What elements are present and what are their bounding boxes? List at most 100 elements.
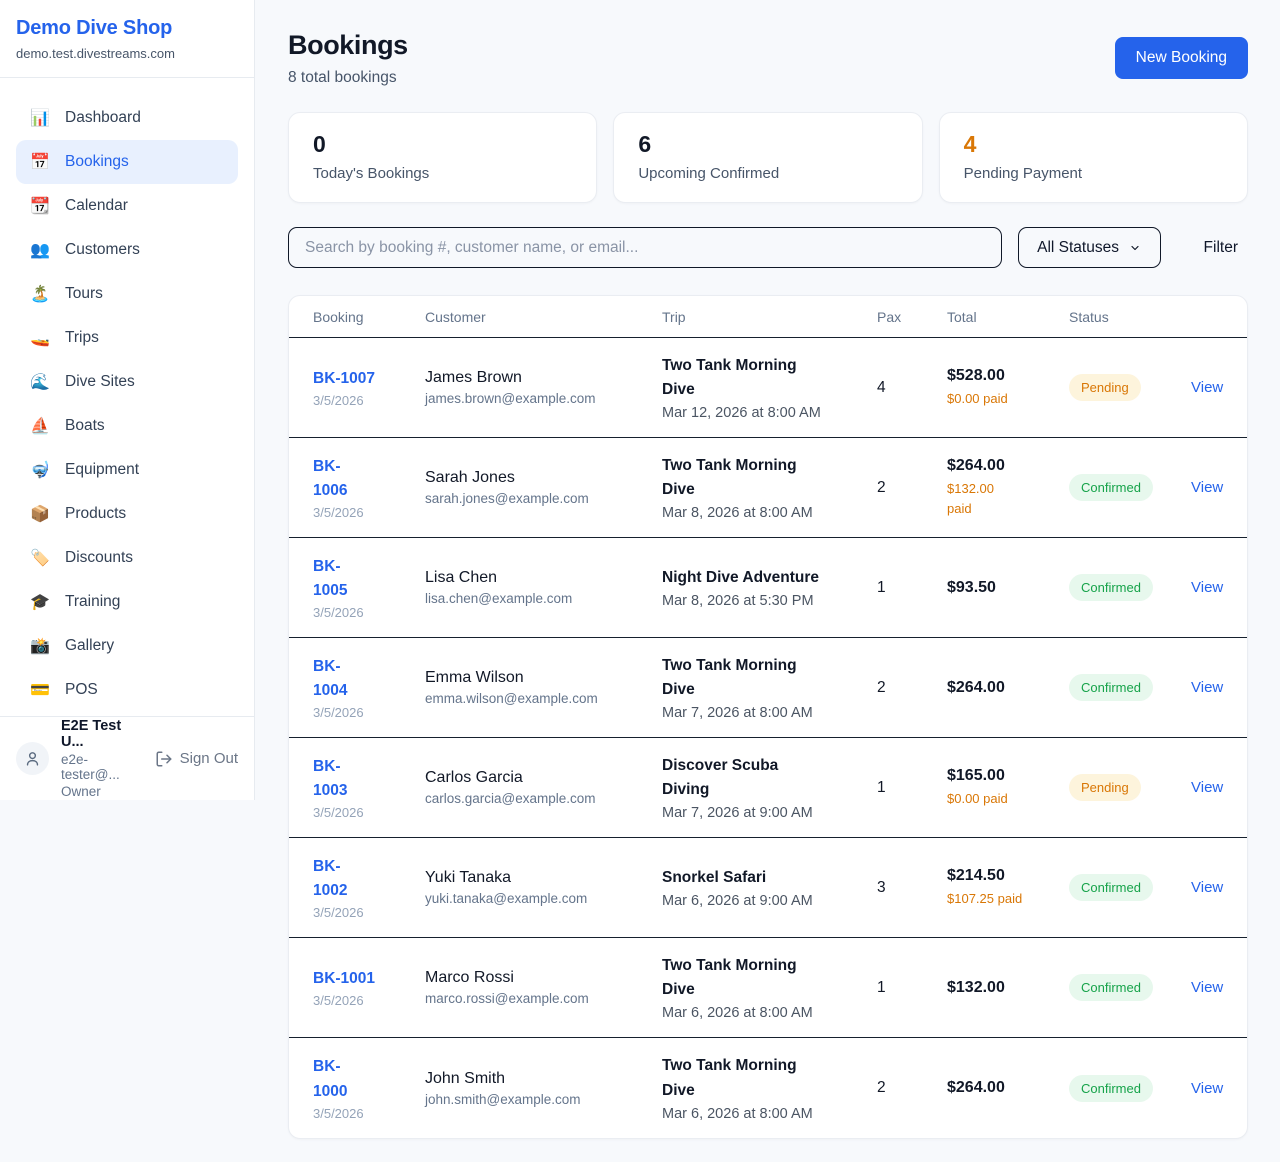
sidebar-item-boats[interactable]: ⛵ Boats	[16, 404, 238, 448]
stat-card-pending-payment: 4 Pending Payment	[938, 112, 1248, 203]
sign-out-button[interactable]: Sign Out	[155, 750, 238, 768]
trip-cell: Two Tank Morning Dive Mar 12, 2026 at 8:0…	[662, 354, 877, 421]
sidebar-item-customers[interactable]: 👥 Customers	[16, 228, 238, 272]
view-link[interactable]: View	[1191, 1079, 1224, 1097]
view-link[interactable]: View	[1191, 479, 1224, 496]
sign-out-icon	[155, 750, 173, 768]
status-badge: Confirmed	[1069, 574, 1153, 601]
paid-amount: $0.00 paid	[947, 390, 1008, 406]
sidebar-item-dashboard[interactable]: 📊 Dashboard	[16, 96, 238, 140]
booking-id-link[interactable]: BK- 1005	[313, 557, 348, 599]
sidebar-item-label: Dive Sites	[65, 373, 135, 390]
total-amount: $214.50	[947, 866, 1005, 884]
column-header-status: Status	[1069, 308, 1109, 325]
view-cell: View	[1191, 679, 1223, 696]
status-badge: Pending	[1069, 774, 1141, 801]
table-row: BK- 1005 3/5/2026 Lisa Chen lisa.chen@examp…	[289, 538, 1247, 638]
view-link[interactable]: View	[1191, 779, 1224, 796]
trip-datetime: Mar 12, 2026 at 8:00 AM	[662, 405, 821, 422]
sidebar-item-label: Discounts	[65, 549, 134, 566]
customer-name: Marco Rossi	[425, 969, 514, 986]
booking-id-link[interactable]: BK- 1003	[313, 757, 348, 799]
pos-icon: 💳	[30, 682, 50, 699]
sidebar-item-bookings[interactable]: 📅 Bookings	[16, 140, 238, 184]
training-icon: 🎓	[30, 594, 50, 611]
booking-date: 3/5/2026	[313, 605, 364, 621]
sidebar-item-calendar[interactable]: 📆 Calendar	[16, 184, 238, 228]
table-header-row: Booking Customer Trip Pax Total Status	[289, 296, 1247, 338]
customer-cell: Marco Rossi marco.rossi@example.com	[425, 969, 662, 1006]
status-select[interactable]: All Statuses	[1017, 227, 1161, 268]
customer-cell: Yuki Tanaka yuki.tanaka@example.com	[425, 869, 662, 906]
pax-cell: 2	[877, 678, 886, 696]
sidebar-item-discounts[interactable]: 🏷️ Discounts	[16, 536, 238, 580]
page-title: Bookings	[288, 30, 408, 60]
booking-id-link[interactable]: BK- 1006	[313, 457, 348, 499]
trip-datetime: Mar 6, 2026 at 8:00 AM	[662, 1005, 813, 1022]
status-badge: Confirmed	[1069, 474, 1153, 501]
booking-date: 3/5/2026	[313, 905, 364, 921]
sidebar-item-training[interactable]: 🎓 Training	[16, 580, 238, 624]
customer-name: John Smith	[425, 1069, 506, 1087]
view-link[interactable]: View	[1191, 879, 1224, 896]
brand-domain: demo.test.divestreams.com	[16, 46, 175, 61]
user-meta: E2E Test U... e2e-tester@... Owner	[61, 718, 143, 799]
total-cell: $264.00 $132.00 paid	[947, 457, 1069, 518]
stat-value: 6	[638, 131, 652, 157]
status-cell: Confirmed	[1069, 874, 1191, 901]
customer-email: lisa.chen@example.com	[425, 591, 573, 606]
pax-cell: 2	[877, 478, 886, 496]
sidebar-item-equipment[interactable]: 🤿 Equipment	[16, 448, 238, 492]
sidebar-item-products[interactable]: 📦 Products	[16, 492, 238, 536]
booking-date: 3/5/2026	[313, 993, 364, 1008]
view-cell: View	[1191, 479, 1223, 496]
trip-cell: Snorkel Safari Mar 6, 2026 at 9:00 AM	[662, 866, 877, 909]
sidebar-item-pos[interactable]: 💳 POS	[16, 668, 238, 712]
customer-name: James Brown	[425, 369, 522, 386]
brand-header: Demo Dive Shop demo.test.divestreams.com	[0, 0, 254, 78]
sidebar-item-dive-sites[interactable]: 🌊 Dive Sites	[16, 360, 238, 404]
stat-label: Today's Bookings	[313, 165, 430, 182]
bookings-table: Booking Customer Trip Pax Total Status BK-100…	[288, 295, 1248, 1139]
new-booking-button[interactable]: New Booking	[1114, 37, 1248, 79]
status-cell: Pending	[1069, 374, 1191, 401]
booking-cell: BK-1001 3/5/2026	[313, 967, 425, 1008]
total-cell: $528.00 $0.00 paid	[947, 367, 1069, 409]
customer-cell: Emma Wilson emma.wilson@example.com	[425, 669, 662, 706]
booking-id-link[interactable]: BK-1001	[313, 969, 376, 987]
view-link[interactable]: View	[1191, 679, 1224, 696]
booking-cell: BK- 1002 3/5/2026	[313, 855, 425, 920]
brand-name: Demo Dive Shop	[16, 17, 173, 39]
search-input[interactable]	[288, 227, 1002, 268]
customer-email: yuki.tanaka@example.com	[425, 891, 588, 906]
sidebar-item-tours[interactable]: 🏝️ Tours	[16, 272, 238, 316]
booking-id-link[interactable]: BK- 1000	[313, 1058, 348, 1100]
column-header-trip: Trip	[662, 308, 686, 325]
trip-cell: Night Dive Adventure Mar 8, 2026 at 5:30 …	[662, 566, 877, 609]
sidebar-item-gallery[interactable]: 📸 Gallery	[16, 624, 238, 668]
view-link[interactable]: View	[1191, 979, 1224, 996]
view-link[interactable]: View	[1191, 579, 1224, 596]
booking-id-link[interactable]: BK- 1004	[313, 657, 348, 699]
trip-datetime: Mar 6, 2026 at 9:00 AM	[662, 893, 813, 909]
column-header-booking: Booking	[313, 308, 364, 325]
filter-button[interactable]: Filter	[1194, 231, 1248, 265]
equipment-icon: 🤿	[30, 462, 50, 479]
gallery-icon: 📸	[30, 638, 50, 655]
view-link[interactable]: View	[1191, 379, 1224, 396]
booking-id-link[interactable]: BK- 1002	[313, 857, 348, 899]
trip-cell: Two Tank Morning Dive Mar 7, 2026 at 8:00…	[662, 654, 877, 721]
view-cell: View	[1191, 379, 1223, 396]
sidebar-item-label: Gallery	[65, 637, 115, 654]
booking-cell: BK- 1006 3/5/2026	[313, 455, 425, 520]
sidebar-item-trips[interactable]: 🚤 Trips	[16, 316, 238, 360]
customer-email: marco.rossi@example.com	[425, 991, 589, 1006]
trip-name: Two Tank Morning Dive	[662, 356, 797, 398]
total-cell: $214.50 $107.25 paid	[947, 867, 1069, 909]
booking-id-link[interactable]: BK-1007	[313, 369, 376, 387]
trip-datetime: Mar 8, 2026 at 8:00 AM	[662, 505, 813, 522]
table-row: BK- 1003 3/5/2026 Carlos Garcia carlos.garc…	[289, 738, 1247, 838]
booking-cell: BK-1007 3/5/2026	[313, 367, 425, 408]
pax-cell: 3	[877, 878, 886, 896]
sidebar-item-label: Dashboard	[65, 109, 141, 126]
